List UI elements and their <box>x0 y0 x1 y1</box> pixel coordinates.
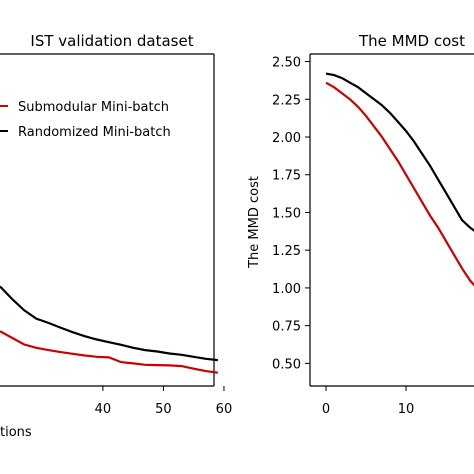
left-x-tick-label: 60 <box>216 402 233 417</box>
left-panel: IST validation dataset 40 50 60 tions Subm… <box>0 32 232 440</box>
right-y-tick-label: 1.00 <box>272 282 301 297</box>
right-y-tick-label: 2.00 <box>272 131 301 146</box>
mmd-series-line-red <box>325 81 474 287</box>
left-x-tick-label: 40 <box>95 402 112 417</box>
series-line-randomized <box>0 285 219 362</box>
right-y-tick-label: 2.25 <box>272 93 301 108</box>
right-y-tick-label: 0.75 <box>272 320 301 335</box>
right-y-tick-label: 1.25 <box>272 244 301 259</box>
left-x-axis-label: tions <box>0 425 32 440</box>
left-chart-title: IST validation dataset <box>30 32 193 50</box>
right-chart-title: The MMD cost <box>358 32 465 50</box>
legend-label-submodular: Submodular Mini-batch <box>18 100 169 115</box>
right-y-tick-label: 1.75 <box>272 169 301 184</box>
right-panel: The MMD cost 0.50 0.75 1.00 1.25 1.50 1.75 2.0… <box>247 32 474 417</box>
legend-label-randomized: Randomized Mini-batch <box>18 125 171 140</box>
series-line-submodular <box>0 330 219 374</box>
left-x-tick-label: 50 <box>155 402 172 417</box>
right-y-tick-label: 2.50 <box>272 56 301 71</box>
right-y-tick-label: 0.50 <box>272 357 301 372</box>
right-x-tick-label: 10 <box>398 402 415 417</box>
right-y-tick-label: 1.50 <box>272 206 301 221</box>
right-x-tick-label: 0 <box>322 402 330 417</box>
mmd-series-line-black <box>325 72 474 232</box>
right-y-axis-label: The MMD cost <box>247 176 262 269</box>
left-legend: Submodular Mini-batch Randomized Mini-ba… <box>0 100 171 140</box>
